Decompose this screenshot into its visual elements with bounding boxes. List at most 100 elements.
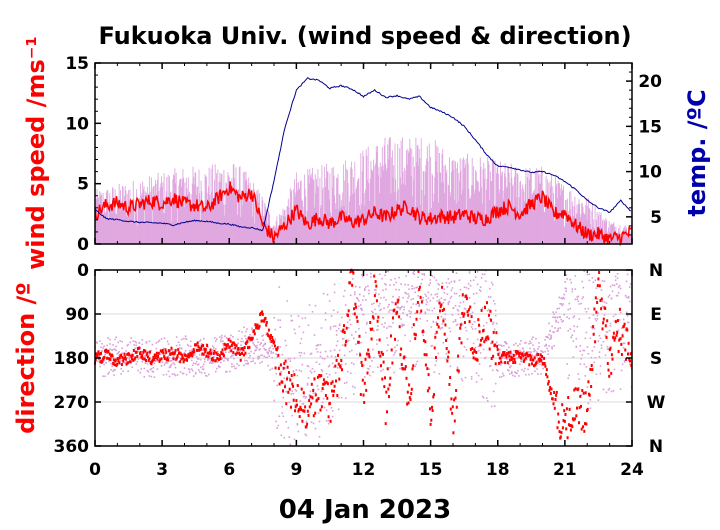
direction-instant-point: [395, 350, 397, 352]
direction-mean-point: [380, 350, 383, 354]
direction-mean-point: [569, 424, 572, 427]
direction-mean-point: [387, 387, 390, 391]
direction-instant-point: [99, 365, 101, 368]
direction-instant-point: [591, 350, 594, 352]
direction-instant-point: [445, 358, 448, 361]
direction-mean-point: [358, 334, 361, 338]
direction-instant-point: [465, 329, 468, 332]
direction-mean-point: [177, 348, 180, 352]
direction-instant-point: [343, 354, 346, 357]
direction-instant-point: [448, 327, 451, 329]
direction-mean-point: [112, 358, 115, 362]
direction-instant-point: [620, 327, 623, 329]
direction-instant-point: [108, 371, 110, 374]
direction-instant-point: [278, 415, 281, 418]
direction-instant-point: [574, 275, 577, 277]
direction-instant-point: [469, 285, 472, 287]
direction-instant-point: [279, 326, 282, 329]
direction-instant-point: [499, 348, 501, 351]
direction-instant-point: [564, 287, 566, 290]
direction-instant-point: [454, 320, 457, 322]
direction-mean-point: [435, 330, 438, 334]
direction-mean-point: [268, 335, 271, 339]
direction-instant-point: [206, 375, 208, 377]
direction-instant-point: [599, 372, 602, 375]
direction-instant-point: [398, 289, 400, 291]
direction-mean-point: [449, 376, 452, 379]
direction-instant-point: [501, 345, 503, 347]
direction-mean-point: [366, 371, 369, 375]
direction-instant-point: [373, 330, 375, 332]
direction-mean-point: [607, 368, 610, 372]
direction-mean-point: [355, 305, 358, 309]
direction-instant-point: [492, 300, 495, 302]
direction-mean-point: [180, 357, 183, 361]
direction-mean-point: [518, 354, 521, 358]
direction-mean-point: [95, 352, 98, 356]
direction-mean-point: [563, 409, 566, 413]
direction-instant-point: [442, 301, 445, 304]
direction-mean-point: [360, 360, 363, 364]
direction-instant-point: [187, 345, 190, 347]
direction-instant-point: [499, 376, 501, 378]
direction-mean-point: [470, 315, 473, 319]
direction-mean-point: [334, 364, 337, 368]
direction-instant-point: [464, 326, 467, 329]
direction-mean-point: [175, 356, 178, 360]
compass-label: N: [649, 437, 663, 457]
direction-mean-point: [581, 389, 584, 392]
direction-instant-point: [552, 311, 554, 313]
direction-instant-point: [401, 323, 403, 326]
direction-instant-point: [231, 363, 233, 365]
direction-mean-point: [407, 401, 410, 405]
direction-instant-point: [563, 293, 565, 296]
direction-instant-point: [605, 302, 608, 304]
direction-instant-point: [614, 275, 617, 278]
direction-instant-point: [552, 316, 554, 318]
direction-mean-point: [321, 387, 324, 390]
direction-instant-point: [417, 290, 419, 292]
direction-instant-point: [244, 359, 246, 362]
direction-instant-point: [400, 318, 402, 320]
direction-mean-point: [580, 427, 583, 431]
direction-mean-point: [613, 338, 616, 342]
direction-mean-point: [478, 323, 480, 327]
direction-instant-point: [353, 363, 355, 366]
direction-mean-point: [594, 296, 597, 300]
direction-mean-point: [423, 353, 426, 357]
direction-mean-point: [485, 336, 488, 340]
direction-instant-point: [253, 352, 255, 355]
direction-instant-point: [321, 357, 324, 360]
direction-instant-point: [287, 358, 290, 360]
direction-instant-point: [479, 286, 482, 288]
direction-mean-point: [273, 344, 276, 348]
direction-mean-point: [190, 353, 192, 357]
direction-mean-point: [166, 356, 169, 360]
direction-mean-point: [422, 329, 425, 333]
direction-instant-point: [99, 340, 101, 342]
direction-instant-point: [168, 375, 171, 378]
direction-instant-point: [527, 351, 529, 353]
direction-mean-point: [304, 405, 307, 409]
direction-instant-point: [424, 293, 427, 296]
direction-instant-point: [573, 330, 576, 332]
direction-instant-point: [168, 366, 171, 369]
direction-instant-point: [493, 405, 496, 407]
direction-mean-point: [282, 389, 284, 393]
direction-mean-point: [292, 398, 295, 402]
direction-instant-point: [616, 273, 619, 275]
direction-instant-point: [465, 349, 468, 351]
direction-instant-point: [142, 355, 145, 358]
direction-instant-point: [480, 344, 483, 346]
direction-instant-point: [134, 340, 137, 343]
direction-mean-point: [362, 393, 365, 397]
direction-instant-point: [448, 300, 451, 303]
direction-instant-point: [505, 342, 507, 345]
direction-mean-point: [373, 274, 376, 278]
direction-instant-point: [107, 337, 109, 339]
direction-instant-point: [328, 364, 331, 367]
direction-instant-point: [609, 325, 612, 327]
direction-instant-point: [120, 368, 122, 370]
direction-mean-point: [335, 379, 337, 383]
